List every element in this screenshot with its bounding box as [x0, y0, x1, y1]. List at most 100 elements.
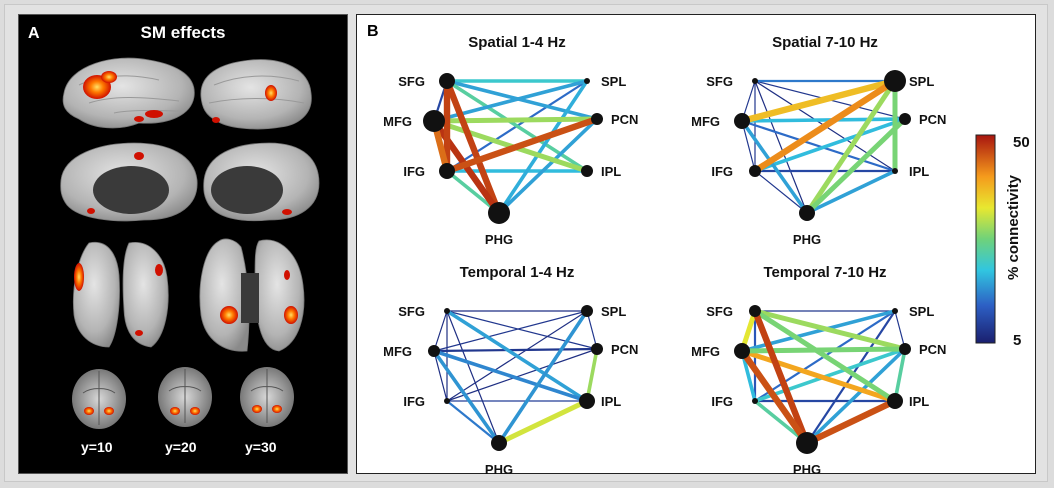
edge-ifg-pcn	[753, 117, 907, 173]
node-spl	[581, 305, 593, 317]
edge-pcn-ipl	[893, 347, 907, 403]
node-phg	[796, 432, 818, 454]
lateral-right-hemisphere	[200, 59, 312, 130]
node-label-spl: SPL	[601, 74, 626, 89]
edge-sfg-phg	[754, 80, 808, 214]
edge-mfg-ifg	[433, 350, 448, 402]
edge-sfg-pcn	[446, 310, 598, 350]
network-title: Temporal 1-4 Hz	[460, 264, 575, 281]
edge-sfg-phg	[443, 77, 503, 217]
node-mfg	[423, 110, 445, 132]
edge-mfg-ipl	[739, 348, 898, 404]
edge-pcn-ipl	[585, 347, 599, 403]
edge-mfg-pcn	[740, 117, 907, 123]
node-label-mfg: MFG	[691, 114, 720, 129]
edge-phg-ipl	[496, 398, 590, 446]
edge-sfg-pcn	[445, 79, 599, 121]
node-ipl	[887, 393, 903, 409]
node-pcn	[899, 343, 911, 355]
node-label-pcn: PCN	[919, 112, 946, 127]
edge-ifg-pcn	[443, 115, 601, 175]
panel-b: B 50 5 % connectivity Spatial 1-4 Hz SFG M…	[356, 14, 1036, 475]
panel-a-title: SM effects	[140, 23, 226, 42]
node-label-spl: SPL	[601, 304, 626, 319]
edge-mfg-pcn	[739, 346, 908, 354]
node-spl	[884, 70, 906, 92]
edge-phg-pcn	[804, 116, 908, 216]
edge-ifg-phg	[445, 399, 501, 445]
node-label-ipl: IPL	[601, 164, 621, 179]
colorbar-axis-label: % connectivity	[1005, 174, 1022, 280]
edge-phg-ipl	[803, 397, 899, 447]
edge-mfg-pcn	[431, 116, 600, 124]
node-pcn	[591, 113, 603, 125]
network-title: Temporal 7-10 Hz	[763, 264, 886, 281]
edge-phg-spl	[497, 309, 589, 445]
node-ifg	[444, 398, 450, 404]
edge-phg-spl	[497, 79, 589, 215]
lateral-left-hemisphere	[62, 57, 195, 129]
slice-label-y30: y=30	[245, 439, 277, 455]
edge-mfg-ipl	[432, 349, 589, 403]
node-mfg	[428, 345, 440, 357]
connectivity-networks: 50 5 % connectivity Spatial 1-4 Hz SFG MFG…	[383, 34, 1030, 475]
edge-spl-pcn	[894, 310, 906, 350]
edge-sfg-mfg	[433, 310, 448, 352]
edge-ifg-pcn	[753, 347, 907, 403]
network-title: Spatial 7-10 Hz	[772, 34, 878, 51]
node-sfg	[439, 73, 455, 89]
slice-label-y20: y=20	[165, 439, 197, 455]
node-label-pcn: PCN	[919, 342, 946, 357]
node-sfg	[752, 78, 758, 84]
node-label-phg: PHG	[485, 462, 513, 475]
node-ipl	[581, 165, 593, 177]
node-label-pcn: PCN	[611, 342, 638, 357]
node-label-sfg: SFG	[706, 74, 733, 89]
edge-ifg-spl	[751, 77, 899, 175]
edge-sfg-phg	[446, 310, 500, 444]
edge-ifg-phg	[754, 170, 808, 214]
node-ipl	[579, 393, 595, 409]
coronal-slice-y20	[158, 367, 212, 427]
edge-sfg-ipl	[445, 309, 589, 403]
medial-left-hemisphere	[60, 142, 198, 222]
edge-sfg-ipl	[445, 79, 589, 173]
network-title: Spatial 1-4 Hz	[468, 34, 566, 51]
edge-mfg-phg	[738, 347, 811, 447]
edge-mfg-ipl	[740, 119, 897, 173]
node-ifg	[752, 398, 758, 404]
network-panel-3: Temporal 1-4 Hz SFG MFG IFG PHG SPL PCN IPL	[383, 264, 638, 475]
node-label-sfg: SFG	[706, 304, 733, 319]
node-ifg	[439, 163, 455, 179]
brain-renderings	[60, 57, 320, 429]
colorbar-min-label: 5	[1013, 332, 1021, 349]
edge-phg-spl	[804, 78, 898, 216]
node-sfg	[749, 305, 761, 317]
node-mfg	[734, 343, 750, 359]
network-panel-1: Spatial 1-4 Hz SFG MFG IFG PHG SPL PCN IPL	[383, 34, 638, 247]
coronal-slice-y10	[72, 369, 126, 429]
colorbar	[975, 134, 996, 344]
edge-sfg-phg	[751, 307, 811, 447]
node-phg	[488, 202, 510, 224]
node-label-phg: PHG	[793, 462, 821, 475]
network-panel-4: Temporal 7-10 Hz SFG MFG IFG PHG SPL PCN IPL	[691, 264, 946, 475]
node-label-sfg: SFG	[398, 304, 425, 319]
colorbar-max-label: 50	[1013, 134, 1030, 151]
medial-right-hemisphere	[203, 142, 320, 222]
network-panel-2: Spatial 7-10 Hz SFG MFG IFG PHG SPL PCN IPL	[691, 34, 946, 247]
coronal-slice-y30	[240, 367, 294, 427]
node-sfg	[444, 308, 450, 314]
edge-spl-pcn	[586, 310, 598, 350]
node-pcn	[591, 343, 603, 355]
node-spl	[892, 308, 898, 314]
node-label-ipl: IPL	[909, 164, 929, 179]
edge-mfg-ifg	[741, 120, 756, 172]
node-spl	[584, 78, 590, 84]
edge-phg-pcn	[805, 347, 907, 445]
ventral-view	[72, 241, 169, 348]
panel-b-letter: B	[367, 23, 379, 40]
node-label-mfg: MFG	[691, 344, 720, 359]
node-phg	[799, 205, 815, 221]
edge-sfg-pcn	[752, 308, 908, 352]
